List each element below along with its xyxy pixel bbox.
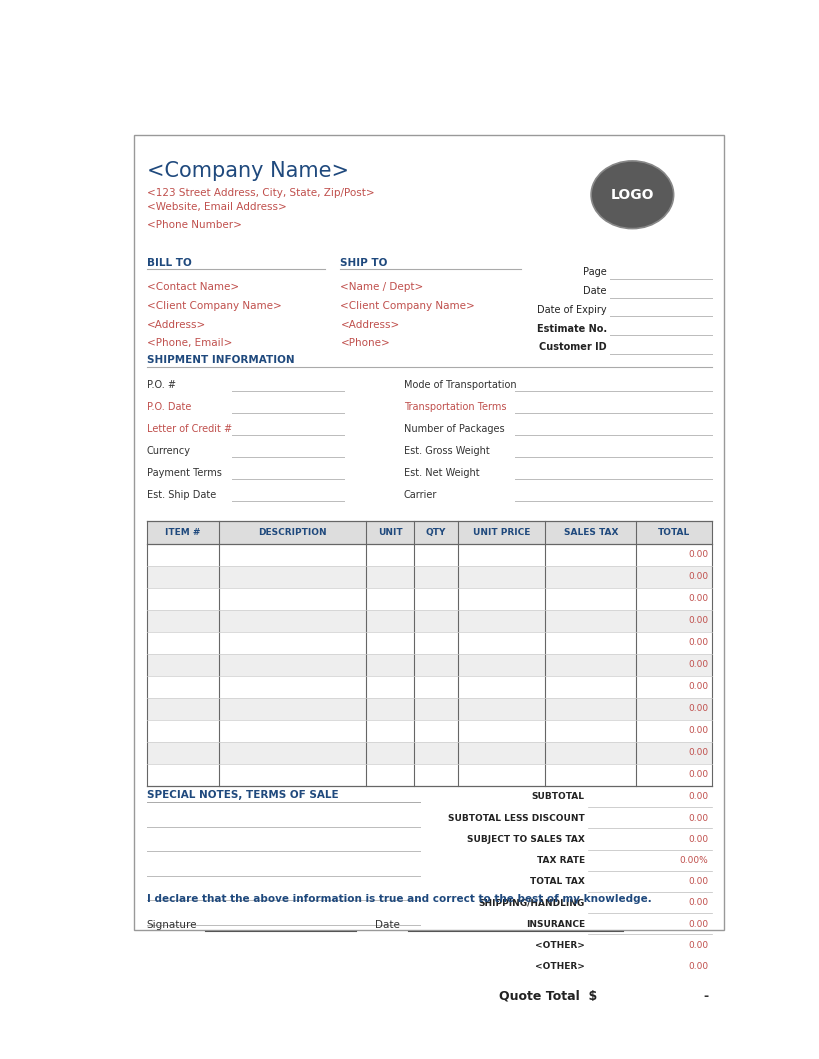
Text: 0.00: 0.00 bbox=[689, 834, 708, 844]
Text: <Contact Name>: <Contact Name> bbox=[147, 282, 239, 292]
Text: SHIP TO: SHIP TO bbox=[341, 257, 387, 268]
Ellipse shape bbox=[591, 161, 673, 229]
Text: 0.00: 0.00 bbox=[689, 682, 708, 692]
Text: <Address>: <Address> bbox=[147, 320, 206, 329]
Text: 0.00%: 0.00% bbox=[680, 856, 708, 865]
Text: Est. Net Weight: Est. Net Weight bbox=[404, 468, 479, 478]
Text: <Phone Number>: <Phone Number> bbox=[147, 220, 242, 230]
Text: <123 Street Address, City, State, Zip/Post>: <123 Street Address, City, State, Zip/Po… bbox=[147, 189, 374, 198]
Text: <Phone, Email>: <Phone, Email> bbox=[147, 338, 232, 348]
Text: <Website, Email Address>: <Website, Email Address> bbox=[147, 202, 287, 212]
Text: <OTHER>: <OTHER> bbox=[535, 962, 585, 971]
Text: BILL TO: BILL TO bbox=[147, 257, 192, 268]
Text: <Name / Dept>: <Name / Dept> bbox=[341, 282, 423, 292]
Text: 0.00: 0.00 bbox=[689, 726, 708, 735]
FancyBboxPatch shape bbox=[147, 632, 712, 653]
Text: SUBTOTAL: SUBTOTAL bbox=[532, 792, 585, 802]
FancyBboxPatch shape bbox=[134, 136, 724, 930]
Text: Date: Date bbox=[583, 286, 607, 297]
Text: LOGO: LOGO bbox=[611, 187, 654, 202]
Text: 0.00: 0.00 bbox=[689, 704, 708, 714]
FancyBboxPatch shape bbox=[147, 543, 712, 566]
Text: TOTAL TAX: TOTAL TAX bbox=[530, 877, 585, 886]
Text: SUBTOTAL LESS DISCOUNT: SUBTOTAL LESS DISCOUNT bbox=[448, 813, 585, 823]
Text: Carrier: Carrier bbox=[404, 490, 437, 500]
FancyBboxPatch shape bbox=[147, 566, 712, 588]
Text: 0.00: 0.00 bbox=[689, 661, 708, 669]
Text: Date: Date bbox=[375, 920, 400, 931]
FancyBboxPatch shape bbox=[147, 610, 712, 632]
Text: Letter of Credit #: Letter of Credit # bbox=[147, 424, 232, 434]
Text: I declare that the above information is true and correct to the best of my knowl: I declare that the above information is … bbox=[147, 894, 652, 903]
Text: SUBJECT TO SALES TAX: SUBJECT TO SALES TAX bbox=[467, 834, 585, 844]
FancyBboxPatch shape bbox=[147, 588, 712, 610]
Text: SHIPPING/HANDLING: SHIPPING/HANDLING bbox=[478, 898, 585, 908]
Text: 0.00: 0.00 bbox=[689, 616, 708, 625]
Text: ITEM #: ITEM # bbox=[165, 527, 201, 537]
FancyBboxPatch shape bbox=[147, 698, 712, 720]
Text: SALES TAX: SALES TAX bbox=[563, 527, 618, 537]
Text: 0.00: 0.00 bbox=[689, 594, 708, 604]
Text: 0.00: 0.00 bbox=[689, 792, 708, 802]
Text: 0.00: 0.00 bbox=[689, 877, 708, 886]
Text: 0.00: 0.00 bbox=[689, 813, 708, 823]
Text: UNIT PRICE: UNIT PRICE bbox=[473, 527, 530, 537]
Text: 0.00: 0.00 bbox=[689, 572, 708, 581]
FancyBboxPatch shape bbox=[147, 764, 712, 786]
Text: Number of Packages: Number of Packages bbox=[404, 424, 505, 434]
Text: P.O. Date: P.O. Date bbox=[147, 401, 191, 412]
FancyBboxPatch shape bbox=[147, 742, 712, 764]
Text: 0.00: 0.00 bbox=[689, 962, 708, 971]
Text: SPECIAL NOTES, TERMS OF SALE: SPECIAL NOTES, TERMS OF SALE bbox=[147, 790, 338, 800]
Text: TOTAL: TOTAL bbox=[658, 527, 690, 537]
Text: <Client Company Name>: <Client Company Name> bbox=[341, 301, 475, 310]
Text: <Company Name>: <Company Name> bbox=[147, 161, 349, 181]
Text: Mode of Transportation: Mode of Transportation bbox=[404, 380, 517, 390]
Text: Signature: Signature bbox=[147, 920, 197, 931]
Text: Quote Total  $: Quote Total $ bbox=[500, 990, 598, 1003]
Text: TAX RATE: TAX RATE bbox=[536, 856, 585, 865]
Text: Currency: Currency bbox=[147, 446, 191, 456]
Text: DESCRIPTION: DESCRIPTION bbox=[259, 527, 327, 537]
Text: Customer ID: Customer ID bbox=[540, 342, 607, 353]
Text: <Client Company Name>: <Client Company Name> bbox=[147, 301, 282, 310]
Text: 0.00: 0.00 bbox=[689, 919, 708, 929]
Text: Payment Terms: Payment Terms bbox=[147, 468, 222, 478]
Text: 0.00: 0.00 bbox=[689, 551, 708, 559]
Text: QTY: QTY bbox=[425, 527, 446, 537]
Text: Transportation Terms: Transportation Terms bbox=[404, 401, 506, 412]
Text: INSURANCE: INSURANCE bbox=[526, 919, 585, 929]
FancyBboxPatch shape bbox=[147, 676, 712, 698]
Text: Est. Gross Weight: Est. Gross Weight bbox=[404, 446, 490, 456]
Text: <Phone>: <Phone> bbox=[341, 338, 390, 348]
Text: 0.00: 0.00 bbox=[689, 639, 708, 647]
Text: -: - bbox=[704, 990, 708, 1003]
FancyBboxPatch shape bbox=[147, 521, 712, 543]
Text: UNIT: UNIT bbox=[378, 527, 402, 537]
Text: P.O. #: P.O. # bbox=[147, 380, 176, 390]
Text: SHIPMENT INFORMATION: SHIPMENT INFORMATION bbox=[147, 356, 295, 365]
Text: Page: Page bbox=[583, 267, 607, 277]
FancyBboxPatch shape bbox=[147, 720, 712, 742]
Text: <Address>: <Address> bbox=[341, 320, 400, 329]
Text: Est. Ship Date: Est. Ship Date bbox=[147, 490, 216, 500]
Text: 0.00: 0.00 bbox=[689, 771, 708, 779]
Text: 0.00: 0.00 bbox=[689, 940, 708, 950]
Text: Date of Expiry: Date of Expiry bbox=[537, 305, 607, 315]
Text: <OTHER>: <OTHER> bbox=[535, 940, 585, 950]
Text: Estimate No.: Estimate No. bbox=[537, 324, 607, 334]
FancyBboxPatch shape bbox=[147, 653, 712, 676]
Text: 0.00: 0.00 bbox=[689, 749, 708, 757]
Text: 0.00: 0.00 bbox=[689, 898, 708, 908]
